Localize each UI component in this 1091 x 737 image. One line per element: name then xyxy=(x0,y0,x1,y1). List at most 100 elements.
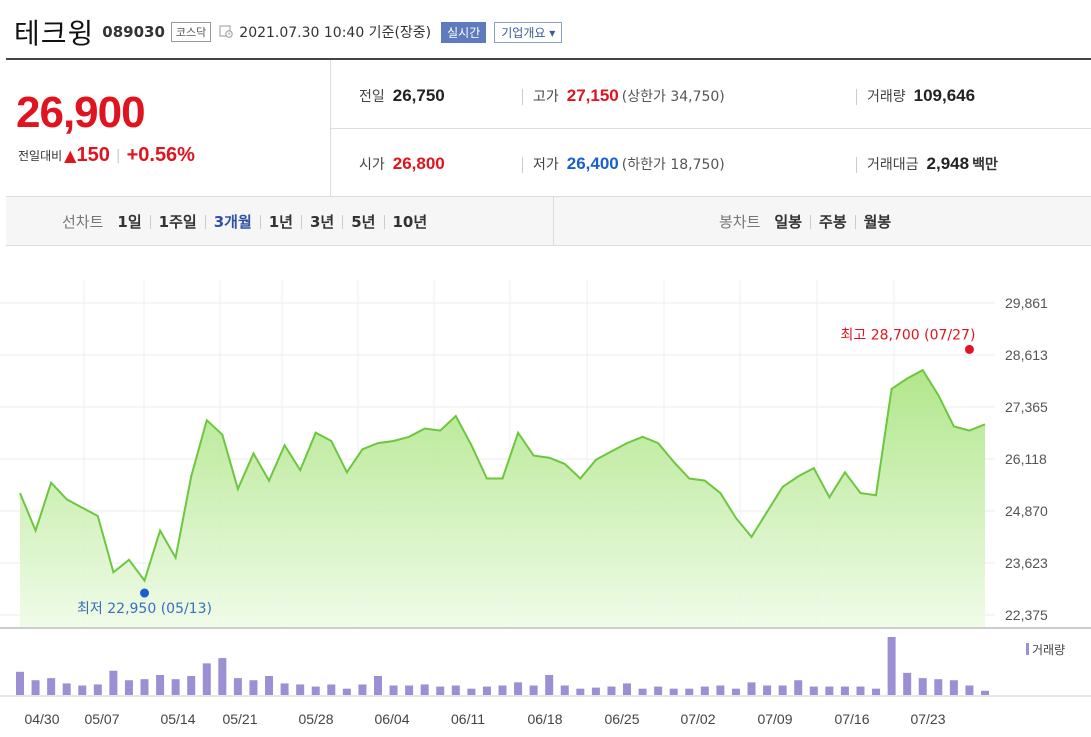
price-line xyxy=(19,368,986,583)
volume-bar xyxy=(763,685,772,695)
x-tick-label: 07/09 xyxy=(757,711,792,727)
volume-bar xyxy=(638,688,647,695)
trade-amount-value: 2,948 xyxy=(926,154,970,173)
tab-1week[interactable]: 1주일 xyxy=(158,213,197,231)
tab-weekly-candle[interactable]: 주봉 xyxy=(819,213,847,231)
tab-5year[interactable]: 5년 xyxy=(351,213,376,231)
volume-bars: 거래량 xyxy=(0,637,1091,697)
volume-bar xyxy=(202,663,211,695)
y-tick-label: 26,118 xyxy=(1005,451,1047,467)
tab-separator xyxy=(342,214,344,229)
open-label: 시가 xyxy=(359,157,385,173)
volume-bar xyxy=(856,686,865,695)
tab-1day[interactable]: 1일 xyxy=(117,213,142,231)
volume-bar xyxy=(78,685,87,695)
tab-10year[interactable]: 10년 xyxy=(392,213,428,231)
tab-3month[interactable]: 3개월 xyxy=(213,213,252,231)
volume-bar xyxy=(467,688,476,695)
volume-bar xyxy=(514,682,523,695)
tab-daily-candle[interactable]: 일봉 xyxy=(774,213,803,231)
divider xyxy=(856,157,857,173)
chart-period-tabs: 선차트 1일 1주일 3개월 1년 3년 5년 10년 봉차트 일봉 주봉 월봉 xyxy=(6,196,1091,246)
volume-bar xyxy=(809,686,818,695)
volume-bar xyxy=(607,686,616,695)
price-chart: 최고 28,700 (07/27) 최저 22,950 (05/13) 29,86… xyxy=(0,280,1091,727)
stats-row-1: 전일 26,750 고가 27,150 (상한가 34,750) 거래량 109… xyxy=(331,62,1091,129)
realtime-button[interactable]: 실시간 xyxy=(441,21,487,43)
prev-close: 전일 26,750 xyxy=(359,86,445,106)
volume-bar xyxy=(623,683,632,695)
volume-bar xyxy=(576,688,585,695)
volume-bar xyxy=(794,680,803,695)
y-tick-label: 27,365 xyxy=(1005,399,1048,415)
volume-bar xyxy=(358,684,367,695)
min-label: 최저 22,950 (05/13) xyxy=(77,601,212,617)
day-low-label: 저가 xyxy=(533,157,559,173)
volume-bar xyxy=(171,679,180,695)
volume-bar xyxy=(373,676,382,695)
tab-3year[interactable]: 3년 xyxy=(310,213,335,231)
volume-bar xyxy=(747,682,756,695)
volume-bar xyxy=(934,679,943,695)
volume-bar xyxy=(560,685,569,695)
volume-bar xyxy=(654,686,663,695)
y-tick-label: 23,623 xyxy=(1005,555,1048,571)
day-low: 저가 26,400 (하한가 18,750) xyxy=(533,154,725,174)
stock-code: 089030 xyxy=(102,23,165,41)
volume-bar xyxy=(233,678,242,695)
tab-separator xyxy=(149,214,151,229)
volume-bar xyxy=(545,674,554,695)
x-tick-label: 05/28 xyxy=(298,711,333,727)
trade-amount: 거래대금 2,948 백만 xyxy=(867,154,998,174)
volume-bar xyxy=(140,679,149,695)
line-chart-label: 선차트 xyxy=(62,213,104,231)
company-overview-button[interactable]: 기업개요 ▾ xyxy=(494,21,563,43)
volume-bar xyxy=(280,683,289,695)
open-price: 시가 26,800 xyxy=(359,154,445,174)
volume-bar xyxy=(840,686,849,695)
x-tick-label: 06/25 xyxy=(604,711,639,727)
volume-bar xyxy=(31,680,40,695)
volume-bar xyxy=(451,685,460,695)
y-axis-labels: 29,861 28,613 27,365 26,118 24,870 23,623 22,3… xyxy=(1005,295,1048,623)
change-value: 150 xyxy=(76,144,110,166)
volume-bar xyxy=(249,680,258,695)
volume-bar xyxy=(47,678,56,695)
tab-separator xyxy=(810,214,812,229)
y-tick-label: 28,613 xyxy=(1005,347,1048,363)
x-tick-label: 05/21 xyxy=(222,711,257,727)
quote-datetime: 2021.07.30 10:40 기준(장중) xyxy=(239,25,432,41)
volume-bar xyxy=(187,676,196,695)
x-tick-label: 06/04 xyxy=(374,711,409,727)
volume-bar xyxy=(965,685,974,695)
volume-bar xyxy=(529,685,538,695)
tabs-divider xyxy=(553,197,554,245)
x-tick-label: 06/11 xyxy=(451,711,485,727)
prev-close-value: 26,750 xyxy=(392,86,445,105)
tab-monthly-candle[interactable]: 월봉 xyxy=(863,213,892,231)
volume-bar xyxy=(420,684,429,695)
change-label: 전일대비 xyxy=(18,149,63,163)
volume: 거래량 109,646 xyxy=(867,86,975,106)
volume-bar xyxy=(342,688,351,695)
volume-bar xyxy=(887,637,896,695)
volume-label: 거래량 xyxy=(867,89,906,105)
volume-bar xyxy=(731,688,740,695)
price-area-fill xyxy=(20,370,985,627)
tab-1year[interactable]: 1년 xyxy=(268,213,293,231)
trade-amount-unit: 백만 xyxy=(972,157,998,173)
volume-bar xyxy=(389,685,398,695)
x-tick-label: 07/16 xyxy=(834,711,869,727)
volume-bar xyxy=(265,676,274,695)
tab-separator xyxy=(301,214,302,229)
divider xyxy=(856,89,857,105)
volume-bar xyxy=(825,686,834,695)
max-marker xyxy=(964,344,974,354)
change-separator: | xyxy=(115,147,121,164)
x-tick-label: 05/14 xyxy=(160,711,195,727)
tab-separator xyxy=(383,214,385,229)
volume-bar xyxy=(716,685,725,695)
price-area xyxy=(19,368,986,627)
trade-amount-label: 거래대금 xyxy=(867,157,919,173)
volume-bar xyxy=(669,688,678,695)
